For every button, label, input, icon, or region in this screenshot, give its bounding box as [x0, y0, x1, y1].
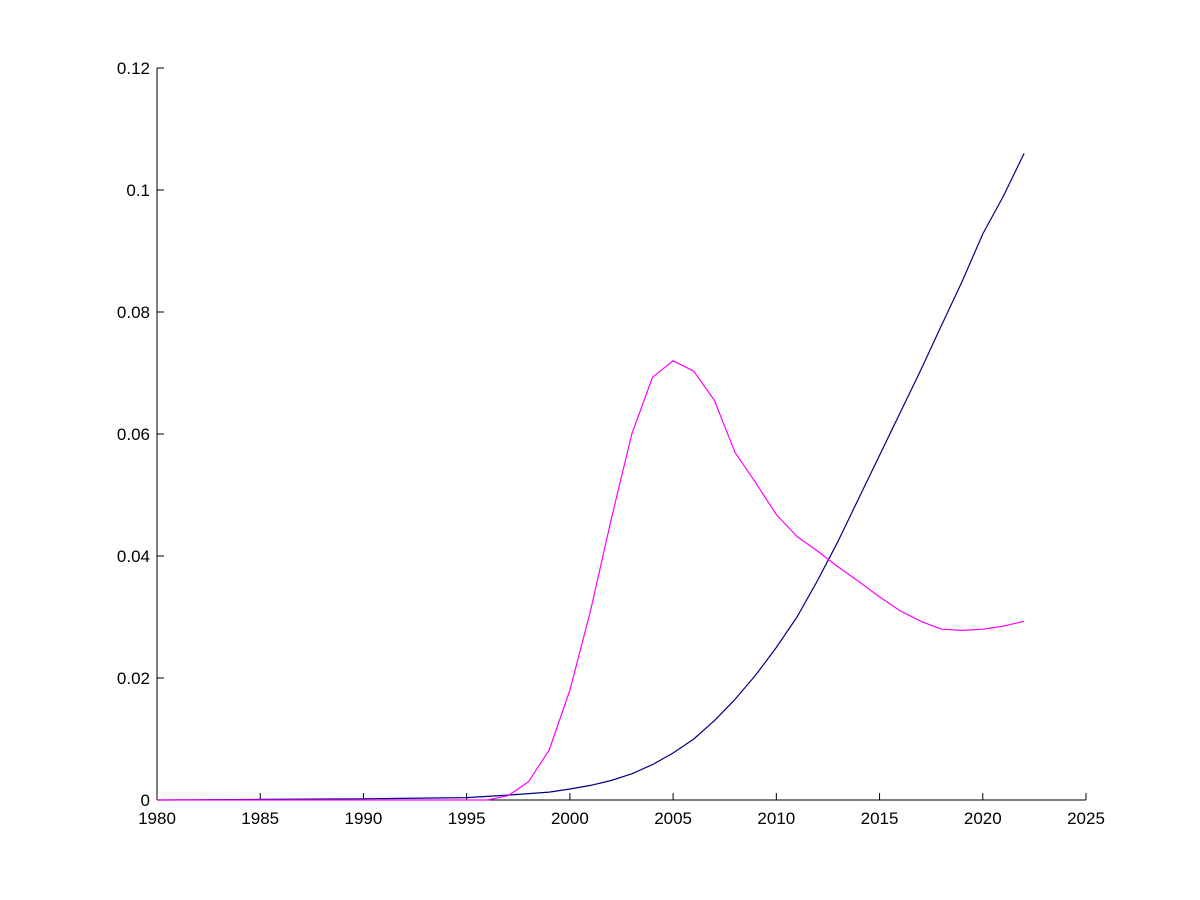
- y-tick-label: 0.12: [117, 59, 150, 78]
- y-tick-label: 0: [141, 791, 150, 810]
- y-tick-label: 0.1: [126, 181, 150, 200]
- axes: [156, 68, 1086, 801]
- x-tick-label: 1995: [448, 809, 486, 828]
- y-tick-label: 0.06: [117, 425, 150, 444]
- series-lines: [156, 153, 1025, 801]
- x-tick-label: 1985: [241, 809, 279, 828]
- series-line-1: [156, 153, 1025, 801]
- x-tick-label: 2005: [654, 809, 692, 828]
- y-tick-label: 0.02: [117, 669, 150, 688]
- x-tick-label: 2025: [1067, 809, 1105, 828]
- x-ticks: 1980 1985 1990 1995 2000 2005 2010 2015 2020 2025: [138, 793, 1105, 828]
- x-tick-label: 2015: [861, 809, 899, 828]
- series-line-2: [157, 360, 1025, 801]
- y-tick-label: 0.08: [117, 303, 150, 322]
- y-tick-label: 0.04: [117, 547, 150, 566]
- x-tick-label: 1980: [138, 809, 176, 828]
- x-tick-label: 2010: [757, 809, 795, 828]
- x-tick-label: 2020: [964, 809, 1002, 828]
- x-tick-label: 2000: [551, 809, 589, 828]
- x-tick-label: 1990: [345, 809, 383, 828]
